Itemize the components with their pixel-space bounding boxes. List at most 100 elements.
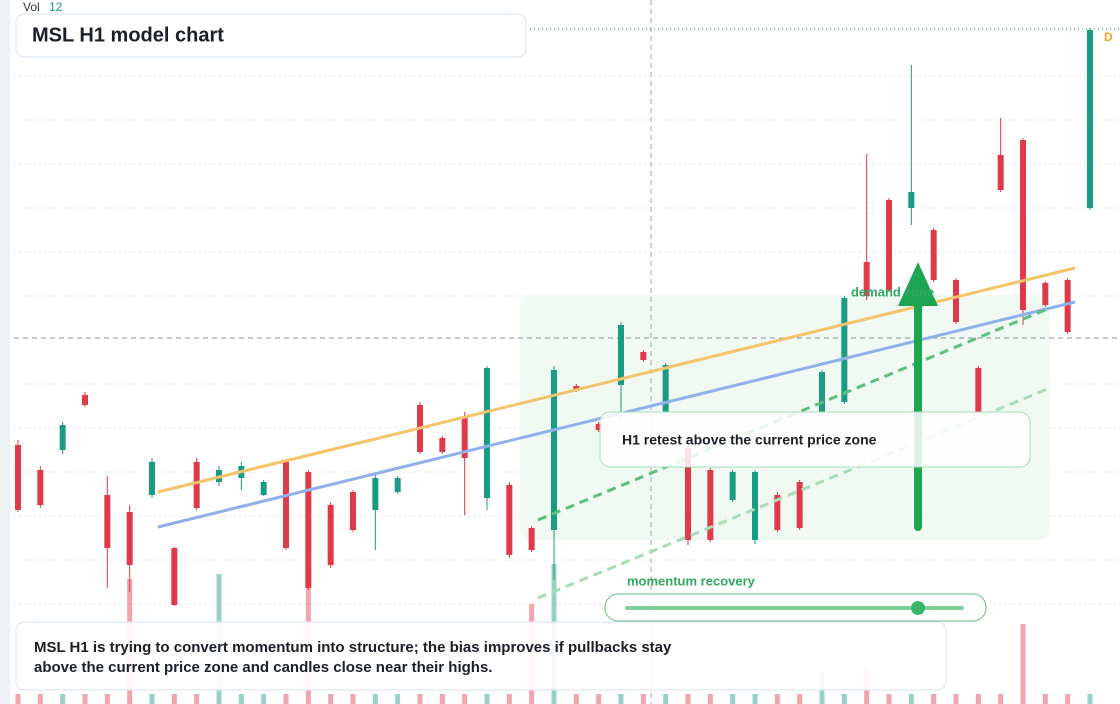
candle-body: [796, 482, 803, 528]
volume-value: 12: [49, 0, 63, 14]
volume-bar: [1087, 694, 1093, 704]
slider-knob: [911, 601, 925, 615]
title-box: [15, 13, 527, 58]
candle-body: [819, 372, 825, 412]
caption-box: [15, 621, 947, 691]
candle-body: [1087, 30, 1093, 208]
candle-body: [595, 424, 602, 430]
candle-body: [506, 485, 513, 555]
volume-bar: [484, 694, 490, 704]
volume-label: Vol: [23, 0, 40, 14]
candle-body: [618, 325, 624, 385]
candle-body: [886, 200, 892, 290]
volume-bar: [60, 694, 66, 704]
volume-bar: [752, 694, 758, 704]
candle-body: [1020, 140, 1026, 310]
volume-bar: [506, 694, 512, 704]
volume-bar: [328, 694, 334, 704]
volume-bar: [975, 694, 981, 704]
chart-title: MSL H1 model chart: [32, 24, 224, 46]
dashed-line: [537, 386, 1051, 600]
candle-layer: [15, 28, 1093, 606]
candle-body: [439, 438, 446, 452]
candle-body: [528, 528, 535, 550]
candle-body: [841, 298, 848, 402]
volume-bar: [37, 694, 43, 704]
volume-bar: [908, 694, 914, 704]
volume-bar: [283, 694, 289, 704]
caption-line: above the current price zone and candles…: [34, 659, 492, 676]
candle-body: [372, 478, 379, 510]
candle-body: [126, 512, 133, 565]
volume-bar: [194, 694, 200, 704]
volume-bar: [685, 694, 691, 704]
volume-bar: [596, 694, 602, 704]
candle-body: [551, 370, 557, 530]
slider-label: momentum recovery: [627, 573, 756, 588]
zone-label: demand zone: [851, 284, 934, 299]
volume-bar: [931, 694, 937, 704]
candle-body: [930, 230, 937, 280]
candle-body: [573, 386, 580, 390]
volume-bar: [640, 694, 646, 704]
candle-body: [37, 470, 44, 505]
volume-bar: [797, 694, 803, 704]
candle-body: [908, 192, 915, 208]
volume-bar: [82, 694, 88, 704]
volume-bar: [149, 694, 155, 704]
volume-bar: [707, 694, 713, 704]
candle-body: [685, 448, 691, 540]
candle-body: [997, 155, 1004, 190]
volume-bar: [774, 694, 780, 704]
candle-body: [193, 462, 200, 508]
candle-body: [484, 368, 490, 498]
candle-body: [752, 472, 758, 540]
volume-bar: [663, 694, 669, 704]
candle-body: [1064, 280, 1071, 332]
candle-body: [975, 368, 982, 412]
candle-body: [774, 495, 781, 530]
volume-bar: [104, 694, 110, 704]
candle-body: [327, 505, 334, 565]
candle-body: [260, 482, 267, 495]
volume-bar: [15, 694, 21, 704]
volume-bar: [998, 694, 1004, 704]
caption-line: MSL H1 is trying to convert momentum int…: [34, 639, 672, 656]
volume-bar: [573, 694, 579, 704]
volume-bar: [261, 694, 267, 704]
candle-body: [283, 462, 289, 548]
candle-body: [82, 395, 88, 405]
annotation: H1 retest above the current price zone: [622, 432, 877, 448]
candle-body: [461, 418, 468, 458]
candle-body: [350, 492, 356, 530]
candle-body: [662, 365, 669, 412]
candle-body: [953, 280, 959, 322]
candle-body: [59, 425, 66, 450]
volume-bar: [730, 694, 736, 704]
candle-body: [1042, 283, 1049, 305]
volume-bar: [953, 694, 959, 704]
volume-bar: [1020, 624, 1026, 704]
candle-body: [305, 472, 312, 588]
candle-body: [104, 495, 111, 548]
candle-body: [640, 352, 647, 360]
volume-bar: [417, 694, 423, 704]
candle-body: [15, 445, 21, 510]
candle-body: [149, 462, 155, 495]
candle-body: [171, 548, 178, 605]
candle-body: [863, 262, 870, 296]
volume-bar: [886, 694, 892, 704]
candle-body: [729, 472, 736, 500]
marker-bg: [1100, 30, 1120, 46]
arrow-head: [898, 262, 938, 306]
volume-bar: [171, 694, 177, 704]
volume-bar: [462, 694, 468, 704]
candle-body: [707, 470, 714, 540]
volume-bar: [439, 694, 445, 704]
volume-bar: [841, 694, 847, 704]
marker: D: [1104, 30, 1113, 44]
volume-bar: [372, 694, 378, 704]
volume-bar: [1042, 694, 1048, 704]
volume-bar: [618, 694, 624, 704]
